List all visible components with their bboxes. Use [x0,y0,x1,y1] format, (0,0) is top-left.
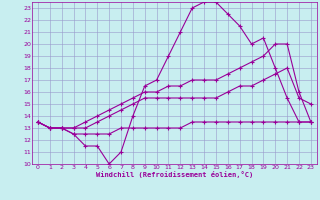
X-axis label: Windchill (Refroidissement éolien,°C): Windchill (Refroidissement éolien,°C) [96,171,253,178]
